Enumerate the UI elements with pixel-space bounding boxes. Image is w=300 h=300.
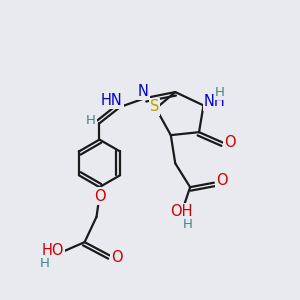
Text: S: S	[150, 99, 159, 114]
Text: O: O	[216, 173, 228, 188]
Text: O: O	[224, 135, 236, 150]
Text: NH: NH	[204, 94, 226, 110]
Text: HN: HN	[101, 93, 123, 108]
Text: O: O	[112, 250, 123, 266]
Text: OH: OH	[170, 204, 193, 219]
Text: H: H	[85, 114, 95, 127]
Text: H: H	[183, 218, 193, 231]
Text: H: H	[215, 86, 225, 99]
Text: HO: HO	[41, 243, 64, 258]
Text: H: H	[40, 257, 50, 270]
Text: N: N	[138, 84, 148, 99]
Text: O: O	[94, 189, 105, 204]
